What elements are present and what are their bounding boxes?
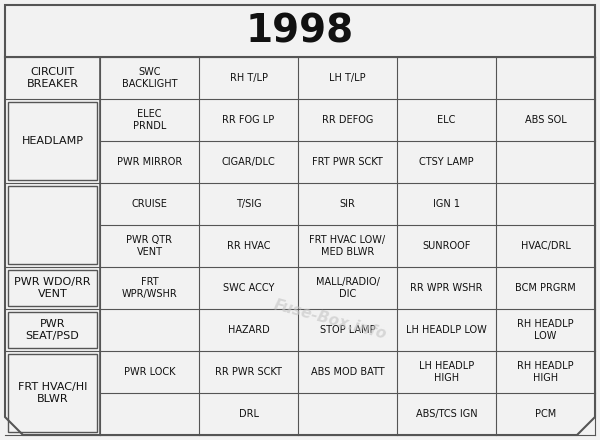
Text: PCM: PCM — [535, 409, 556, 419]
Text: LH HEADLP LOW: LH HEADLP LOW — [406, 325, 487, 335]
Text: ELC: ELC — [437, 115, 455, 125]
Bar — [8, 354, 97, 432]
Text: RH HEADLP
HIGH: RH HEADLP HIGH — [517, 361, 574, 383]
Text: HEADLAMP: HEADLAMP — [22, 136, 83, 146]
Text: Fuse-Box.info: Fuse-Box.info — [272, 298, 388, 342]
Text: ELEC
PRNDL: ELEC PRNDL — [133, 109, 166, 131]
Text: HAZARD: HAZARD — [227, 325, 269, 335]
Text: PWR WDO/RR
VENT: PWR WDO/RR VENT — [14, 277, 91, 299]
Text: FRT
WPR/WSHR: FRT WPR/WSHR — [122, 277, 178, 299]
Text: DRL: DRL — [239, 409, 259, 419]
Text: 1998: 1998 — [246, 12, 354, 50]
Text: PWR
SEAT/PSD: PWR SEAT/PSD — [26, 319, 79, 341]
Text: SUNROOF: SUNROOF — [422, 241, 470, 251]
Text: STOP LAMP: STOP LAMP — [320, 325, 376, 335]
Text: FRT HVAC/HI
BLWR: FRT HVAC/HI BLWR — [18, 382, 87, 404]
Text: CIRCUIT
BREAKER: CIRCUIT BREAKER — [26, 67, 79, 89]
Bar — [8, 102, 97, 180]
Bar — [8, 312, 97, 348]
Text: RH T/LP: RH T/LP — [229, 73, 268, 83]
Text: LH HEADLP
HIGH: LH HEADLP HIGH — [419, 361, 474, 383]
Text: MALL/RADIO/
DIC: MALL/RADIO/ DIC — [316, 277, 379, 299]
Bar — [8, 186, 97, 264]
Text: CIGAR/DLC: CIGAR/DLC — [221, 157, 275, 167]
Text: RR DEFOG: RR DEFOG — [322, 115, 373, 125]
Text: SWC
BACKLIGHT: SWC BACKLIGHT — [122, 67, 177, 89]
Text: FRT HVAC LOW/
MED BLWR: FRT HVAC LOW/ MED BLWR — [310, 235, 386, 257]
Text: HVAC/DRL: HVAC/DRL — [521, 241, 571, 251]
Text: RH HEADLP
LOW: RH HEADLP LOW — [517, 319, 574, 341]
Text: SIR: SIR — [340, 199, 355, 209]
Text: FRT PWR SCKT: FRT PWR SCKT — [312, 157, 383, 167]
Text: PWR LOCK: PWR LOCK — [124, 367, 175, 377]
Text: ABS/TCS IGN: ABS/TCS IGN — [416, 409, 478, 419]
Text: ABS MOD BATT: ABS MOD BATT — [311, 367, 385, 377]
Text: SWC ACCY: SWC ACCY — [223, 283, 274, 293]
Text: PWR QTR
VENT: PWR QTR VENT — [127, 235, 173, 257]
Text: PWR MIRROR: PWR MIRROR — [117, 157, 182, 167]
Text: CTSY LAMP: CTSY LAMP — [419, 157, 474, 167]
Text: BCM PRGRM: BCM PRGRM — [515, 283, 576, 293]
Text: RR PWR SCKT: RR PWR SCKT — [215, 367, 282, 377]
Polygon shape — [5, 5, 595, 435]
Text: RR FOG LP: RR FOG LP — [223, 115, 275, 125]
Text: ABS SOL: ABS SOL — [524, 115, 566, 125]
Text: LH T/LP: LH T/LP — [329, 73, 366, 83]
Text: RR WPR WSHR: RR WPR WSHR — [410, 283, 483, 293]
Text: T/SIG: T/SIG — [236, 199, 262, 209]
Bar — [8, 270, 97, 306]
Text: RR HVAC: RR HVAC — [227, 241, 270, 251]
Text: CRUISE: CRUISE — [131, 199, 167, 209]
Text: IGN 1: IGN 1 — [433, 199, 460, 209]
